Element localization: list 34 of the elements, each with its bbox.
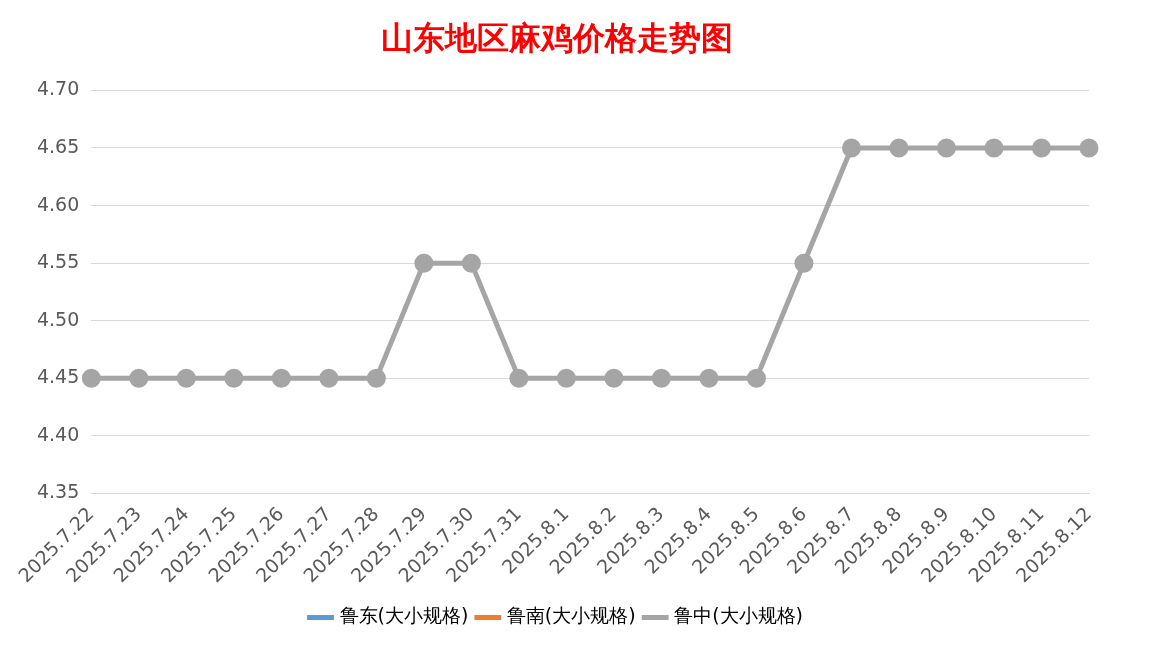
- point: [461, 253, 481, 273]
- point: [604, 368, 624, 388]
- y-tick-label: 4.35: [36, 480, 80, 503]
- point: [509, 368, 529, 388]
- point: [271, 368, 291, 388]
- point: [1079, 138, 1099, 158]
- point: [699, 368, 719, 388]
- point: [224, 368, 244, 388]
- legend-label: 鲁东(大小规格): [339, 604, 469, 627]
- point: [556, 368, 576, 388]
- point: [129, 368, 149, 388]
- y-tick-label: 4.45: [36, 365, 80, 388]
- point: [1031, 138, 1051, 158]
- point: [841, 138, 861, 158]
- point: [889, 138, 909, 158]
- y-tick-label: 4.40: [36, 422, 80, 445]
- y-tick-label: 4.60: [36, 192, 80, 215]
- point: [414, 253, 434, 273]
- point: [651, 368, 671, 388]
- y-tick-label: 4.55: [36, 250, 80, 273]
- point: [81, 368, 101, 388]
- point: [176, 368, 196, 388]
- point: [319, 368, 339, 388]
- point: [746, 368, 766, 388]
- point: [984, 138, 1004, 158]
- legend-label: 鲁南(大小规格): [506, 604, 636, 627]
- point: [936, 138, 956, 158]
- y-tick-label: 4.50: [36, 307, 80, 330]
- point: [366, 368, 386, 388]
- legend-label: 鲁中(大小规格): [674, 604, 803, 627]
- y-tick-label: 4.65: [36, 134, 80, 157]
- y-tick-label: 4.70: [36, 77, 80, 100]
- point: [794, 253, 814, 273]
- chart-title: 山东地区麻鸡价格走势图: [381, 20, 733, 57]
